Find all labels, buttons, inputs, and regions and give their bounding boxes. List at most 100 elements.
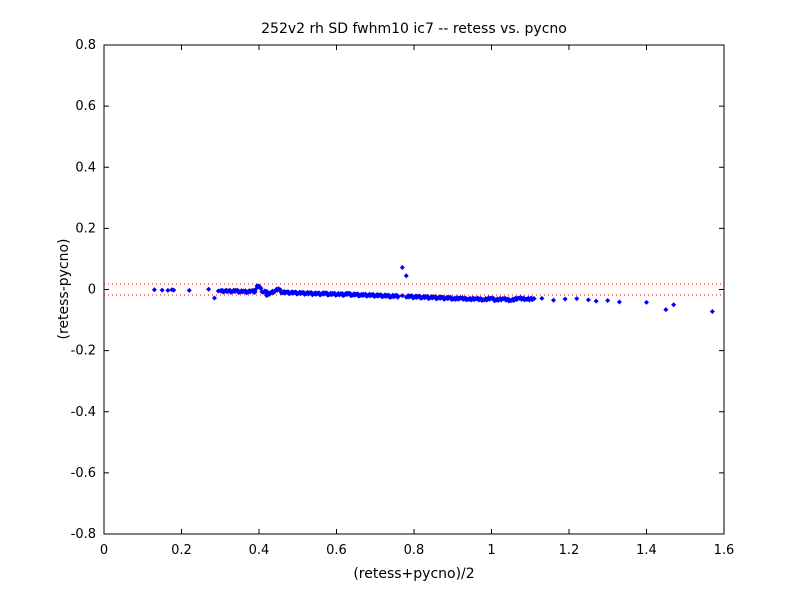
data-point [306, 290, 312, 296]
data-point [303, 291, 308, 297]
y-tick-label: 0.8 [75, 38, 96, 53]
data-point [233, 287, 239, 293]
data-point [287, 290, 293, 296]
data-point [438, 294, 444, 300]
data-point [384, 292, 390, 298]
data-point [275, 286, 281, 292]
data-point [151, 287, 157, 293]
data-point [605, 298, 611, 304]
data-point [407, 293, 413, 299]
data-point [663, 307, 669, 313]
data-point [260, 289, 266, 295]
data-point [562, 296, 568, 302]
data-point [353, 291, 359, 297]
data-point [341, 292, 347, 298]
data-point [295, 290, 301, 296]
data-point [399, 264, 405, 270]
data-point [322, 290, 328, 296]
data-point [217, 288, 223, 294]
data-point [481, 297, 487, 303]
data-point [264, 293, 270, 299]
data-point [186, 287, 192, 293]
data-point [446, 294, 452, 300]
x-tick-label: 0.2 [171, 543, 192, 558]
y-tick-label: -0.4 [71, 405, 96, 420]
data-point [585, 297, 591, 303]
data-point [473, 296, 479, 302]
x-tick-label: 1.2 [559, 543, 580, 558]
data-point [241, 288, 246, 294]
data-point [361, 291, 367, 297]
y-axis-ticks: -0.8 -0.6 -0.4 -0.2 0 0.2 0.4 0.6 0.8 [71, 38, 724, 542]
data-point [268, 290, 274, 296]
x-axis-ticks: 0 0.2 0.4 0.6 0.8 1 1.2 1.4 1.6 [100, 45, 734, 558]
data-point [272, 289, 277, 295]
data-point [403, 273, 409, 279]
x-tick-label: 1.6 [714, 543, 735, 558]
data-point [256, 283, 262, 289]
data-point [310, 291, 316, 297]
data-point [279, 290, 285, 296]
data-point [159, 287, 165, 293]
y-tick-label: -0.2 [71, 344, 96, 359]
data-point [380, 293, 386, 299]
reference-lines [104, 283, 724, 296]
data-point [539, 295, 545, 301]
data-point [450, 296, 456, 302]
data-point [244, 289, 250, 295]
data-point [396, 294, 401, 300]
data-point [411, 294, 417, 300]
data-point [165, 287, 171, 293]
data-point [314, 290, 320, 296]
data-point [671, 302, 677, 308]
x-tick-label: 1 [487, 543, 495, 558]
data-point [388, 294, 394, 300]
data-point [523, 296, 529, 302]
data-point [616, 299, 622, 305]
data-point [644, 299, 649, 305]
data-point [430, 294, 436, 300]
data-point [423, 294, 429, 300]
data-point [372, 293, 378, 299]
data-point [709, 309, 715, 315]
data-points [151, 264, 715, 315]
y-tick-label: 0.4 [75, 160, 96, 175]
data-point [516, 295, 522, 301]
data-point [171, 287, 177, 293]
y-tick-label: 0.2 [75, 221, 96, 236]
y-tick-label: 0.6 [75, 99, 96, 114]
data-point [368, 292, 374, 298]
data-point [252, 289, 258, 295]
data-point [345, 290, 351, 296]
data-point [551, 297, 556, 303]
y-axis-label: (retess-pycno) [56, 238, 72, 339]
data-point [365, 293, 370, 299]
y-tick-label: -0.6 [71, 466, 96, 481]
y-tick-label: 0 [88, 283, 96, 298]
data-point [508, 298, 514, 304]
data-point [376, 292, 382, 298]
data-point [434, 295, 440, 301]
data-point [458, 295, 463, 301]
data-point [318, 291, 324, 297]
data-point [392, 293, 398, 299]
data-point [465, 296, 471, 302]
data-point [500, 296, 506, 302]
x-tick-label: 0 [100, 543, 108, 558]
data-point [326, 292, 332, 298]
data-point [489, 295, 494, 301]
data-point [593, 298, 599, 304]
data-point [264, 288, 270, 294]
data-point [225, 288, 231, 294]
data-point [291, 289, 297, 295]
data-point [337, 291, 343, 297]
data-point [229, 289, 235, 295]
data-point [574, 296, 580, 302]
data-point [531, 296, 537, 302]
data-point [419, 295, 425, 301]
data-point [299, 290, 305, 296]
chart-title: 252v2 rh SD fwhm10 ic7 -- retess vs. pyc… [261, 21, 567, 37]
data-point [248, 288, 254, 294]
data-point [492, 297, 498, 303]
